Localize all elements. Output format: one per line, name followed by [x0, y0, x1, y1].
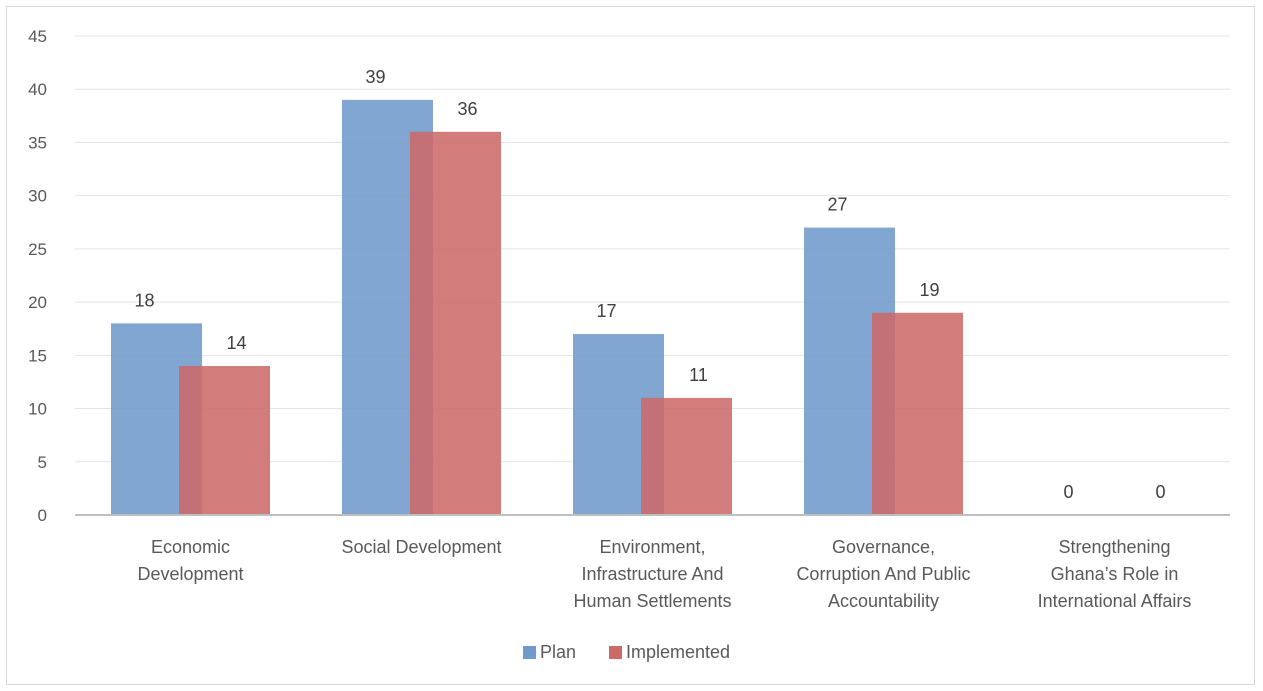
- legend-swatch-implemented: [609, 646, 622, 659]
- x-tick-label: Social Development: [341, 537, 501, 557]
- x-axis: Economic Development Social Development Env…: [75, 514, 1230, 611]
- x-tick-label: Governance,: [832, 537, 935, 557]
- bar-implemented: [179, 365, 270, 515]
- data-label: 39: [365, 67, 385, 87]
- legend-label-plan: Plan: [540, 642, 576, 662]
- y-tick-label: 25: [28, 240, 47, 259]
- data-label: 11: [689, 365, 708, 385]
- data-label: 36: [457, 99, 477, 119]
- y-tick-label: 40: [28, 80, 47, 99]
- legend-label-implemented: Implemented: [626, 642, 730, 662]
- x-tick-label: Accountability: [828, 591, 939, 611]
- x-tick-label: Strengthening: [1058, 537, 1170, 557]
- y-tick-label: 15: [28, 346, 47, 365]
- data-label: 18: [134, 290, 154, 310]
- y-tick-label: 20: [28, 293, 47, 312]
- data-label: 19: [919, 280, 939, 300]
- y-tick-label: 30: [28, 187, 47, 206]
- bar-implemented: [410, 131, 501, 516]
- y-tick-label: 35: [28, 133, 47, 152]
- data-label: 27: [827, 195, 847, 215]
- x-tick-label: Human Settlements: [573, 591, 731, 611]
- bar-implemented: [872, 312, 963, 515]
- x-tick-label: Infrastructure And: [581, 564, 723, 584]
- x-tick-label: Development: [137, 564, 243, 584]
- x-tick-label: International Affairs: [1038, 591, 1192, 611]
- bar-implemented: [641, 397, 732, 515]
- x-tick-label: Ghana’s Role in: [1051, 564, 1179, 584]
- y-tick-label: 5: [38, 453, 47, 472]
- data-label: 0: [1155, 482, 1165, 502]
- y-tick-label: 45: [28, 27, 47, 46]
- data-label: 17: [596, 301, 616, 321]
- bars: [111, 99, 963, 516]
- legend: Plan Implemented: [523, 642, 730, 662]
- x-tick-label: Corruption And Public: [796, 564, 970, 584]
- data-label: 0: [1063, 482, 1073, 502]
- y-tick-label: 0: [38, 506, 47, 525]
- x-tick-label: Environment,: [599, 537, 705, 557]
- data-labels: 18 14 39 36 17 11 27 19 0 0: [134, 67, 1165, 502]
- x-tick-label: Economic: [151, 537, 230, 557]
- y-axis: 0 5 10 15 20 25 30 35 40 45: [28, 27, 47, 525]
- legend-swatch-plan: [523, 646, 536, 659]
- y-tick-label: 10: [28, 400, 47, 419]
- data-label: 14: [226, 333, 246, 353]
